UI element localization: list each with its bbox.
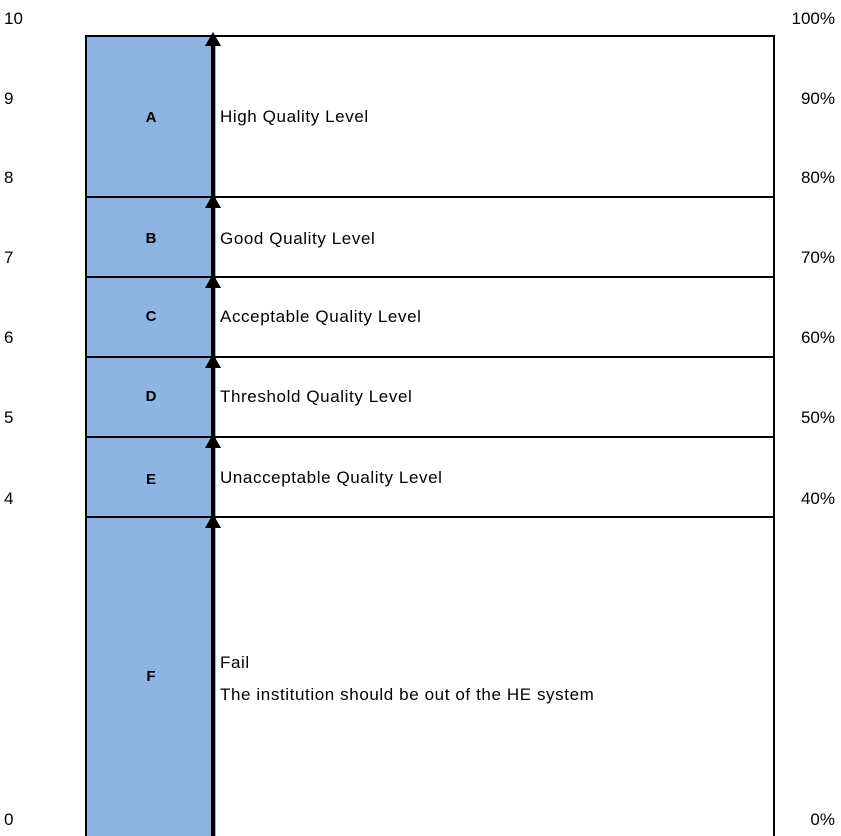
arrow-up-icon bbox=[205, 434, 221, 448]
right-axis-tick-90: 90% bbox=[800, 89, 835, 108]
left-axis-tick-5: 5 bbox=[4, 408, 14, 427]
right-axis-tick-70: 70% bbox=[800, 248, 835, 267]
grade-band-fill bbox=[87, 438, 216, 516]
right-axis-tick-40: 40% bbox=[800, 489, 835, 508]
grade-band-f: F Fail The institution should be out of … bbox=[85, 516, 775, 836]
grade-letter-f: F bbox=[146, 668, 156, 685]
grade-band-b: B Good Quality Level bbox=[85, 196, 775, 276]
arrow-up-icon bbox=[205, 194, 221, 208]
left-axis-tick-0: 0 bbox=[4, 810, 14, 829]
grade-band-a: A High Quality Level bbox=[85, 35, 775, 196]
arrow-up-icon bbox=[205, 32, 221, 46]
grade-band-fill bbox=[87, 358, 216, 436]
right-axis-tick-0: 0% bbox=[810, 810, 835, 829]
grade-letter-a: A bbox=[145, 109, 157, 126]
arrow-up-icon bbox=[205, 274, 221, 288]
left-axis-tick-8: 8 bbox=[4, 168, 14, 187]
left-axis-tick-6: 6 bbox=[4, 328, 14, 347]
arrow-segment-d bbox=[211, 366, 215, 436]
right-axis-tick-50: 50% bbox=[800, 408, 835, 427]
arrow-segment-e bbox=[211, 446, 215, 516]
right-axis-tick-100: 100% bbox=[791, 9, 835, 28]
grade-band-fill bbox=[87, 37, 216, 196]
grade-band-fill bbox=[87, 518, 216, 836]
grade-letter-d: D bbox=[145, 388, 157, 405]
grade-band-d: D Threshold Quality Level bbox=[85, 356, 775, 436]
grade-band-c: C Acceptable Quality Level bbox=[85, 276, 775, 356]
grade-band-fill bbox=[87, 198, 216, 276]
grade-description-e: Unacceptable Quality Level bbox=[220, 468, 443, 487]
grade-description-c: Acceptable Quality Level bbox=[220, 307, 422, 326]
grade-band-e: E Unacceptable Quality Level bbox=[85, 436, 775, 516]
left-axis-tick-10: 10 bbox=[4, 9, 23, 28]
arrow-segment-a bbox=[211, 44, 215, 196]
right-axis-tick-80: 80% bbox=[800, 168, 835, 187]
grade-description-a: High Quality Level bbox=[220, 107, 369, 126]
grade-letter-b: B bbox=[145, 230, 157, 247]
left-axis-tick-7: 7 bbox=[4, 248, 14, 267]
grade-band-fill bbox=[87, 278, 216, 356]
left-axis-tick-9: 9 bbox=[4, 89, 14, 108]
left-axis-tick-4: 4 bbox=[4, 489, 14, 508]
grade-letter-e: E bbox=[145, 471, 156, 488]
arrow-segment-b bbox=[211, 206, 215, 276]
arrow-segment-c bbox=[211, 286, 215, 356]
arrow-up-icon bbox=[205, 514, 221, 528]
right-axis-tick-60: 60% bbox=[800, 328, 835, 347]
grade-letter-c: C bbox=[145, 308, 157, 325]
grade-description-d: Threshold Quality Level bbox=[220, 387, 413, 406]
arrow-up-icon bbox=[205, 354, 221, 368]
grade-description-f-line-2: The institution should be out of the HE … bbox=[220, 685, 595, 704]
arrow-segment-f bbox=[211, 526, 215, 836]
grade-description-b: Good Quality Level bbox=[220, 229, 376, 248]
grade-description-f-line-1: Fail bbox=[220, 653, 250, 672]
